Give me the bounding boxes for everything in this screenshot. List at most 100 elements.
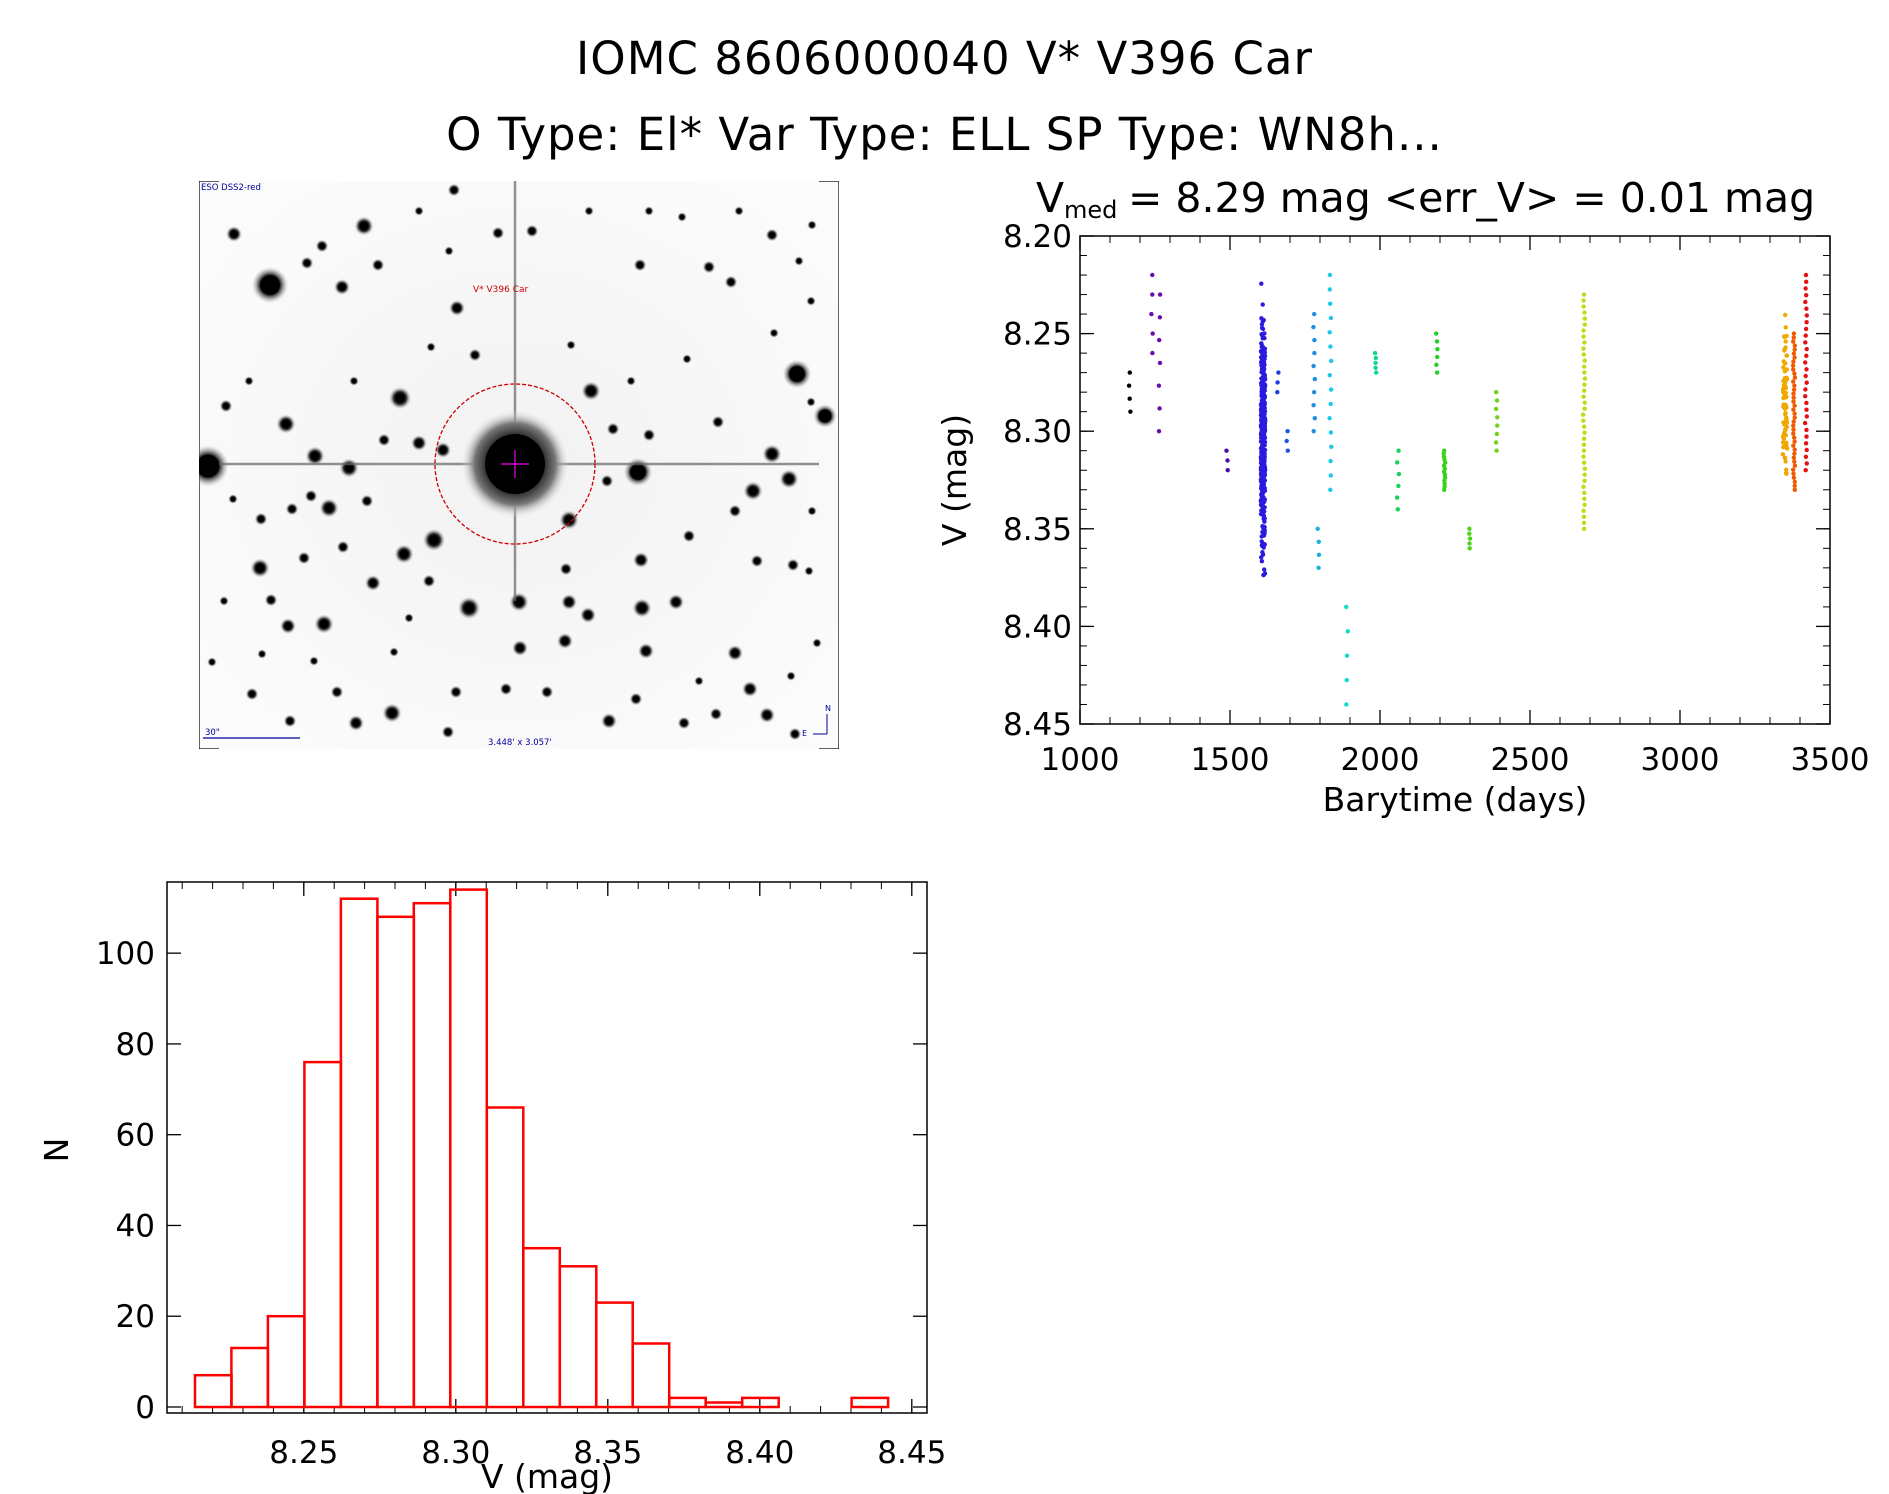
field-star-core (351, 378, 357, 384)
lc-point (1582, 496, 1587, 501)
lc-point (1783, 345, 1788, 350)
lc-title-prefix: V (1036, 174, 1064, 222)
lc-point (1791, 335, 1796, 340)
lc-point (1259, 499, 1264, 505)
hist-bar (850, 1396, 890, 1409)
lc-point (1791, 431, 1796, 436)
lc-point (1260, 428, 1265, 433)
lc-point (1262, 439, 1268, 445)
lc-point (1259, 382, 1265, 387)
lc-point (1316, 552, 1322, 557)
lc-point (1791, 427, 1796, 432)
field-star-core (584, 611, 592, 619)
field-star-core (310, 451, 320, 461)
lc-point (1312, 376, 1317, 382)
field-star-core (561, 637, 569, 645)
lc-point (1782, 369, 1787, 374)
lc-point (1150, 350, 1155, 356)
lc-point (1803, 454, 1809, 459)
field-star-core (565, 598, 573, 606)
lc-point (1442, 487, 1447, 492)
hist-y-tick-label: 40 (116, 1208, 155, 1244)
lc-point (1582, 340, 1587, 345)
lc-point (1804, 367, 1809, 372)
lc-point (1804, 293, 1809, 298)
light-curve-chart: V med = 8.29 mag <err_V> = 0.01 mag 8.20… (935, 174, 1870, 819)
lc-point (1582, 316, 1587, 321)
field-star-core (769, 232, 775, 238)
lc-point (1260, 504, 1265, 509)
lc-point (1783, 410, 1788, 416)
lc-point (1259, 559, 1265, 564)
field-star-core (796, 258, 802, 264)
lc-point (1581, 526, 1587, 531)
hist-bar (594, 1301, 634, 1409)
compass-east-label: E (802, 729, 807, 738)
lc-point (1373, 360, 1378, 366)
field-star-core (788, 673, 794, 679)
field-star-core (763, 711, 771, 719)
lc-point (1275, 390, 1280, 395)
lc-point (1792, 383, 1797, 388)
lc-point (1582, 382, 1587, 387)
lc-point (1792, 355, 1797, 360)
lc-point (1792, 435, 1797, 440)
lc-point (1435, 347, 1440, 352)
lc-point (1783, 470, 1789, 476)
lc-point (1791, 423, 1796, 428)
field-star-core (446, 248, 452, 254)
lc-point (1783, 441, 1788, 447)
lc-point (1258, 360, 1264, 365)
lc-y-tick-label: 8.30 (1003, 414, 1072, 450)
hist-bar (449, 888, 489, 1409)
lc-title-rest: = 8.29 mag <err_V> = 0.01 mag (1128, 174, 1815, 222)
lc-point (1262, 362, 1267, 367)
lc-point (1792, 447, 1797, 452)
lc-point (1434, 370, 1440, 375)
lc-point (1312, 337, 1317, 343)
lc-point (1328, 301, 1333, 306)
lc-point (1582, 430, 1587, 435)
lc-title-subscript: med (1064, 196, 1117, 224)
lc-point (1792, 483, 1797, 488)
lc-point (1157, 337, 1162, 343)
hist-bar (376, 915, 416, 1409)
lc-point (1581, 304, 1586, 309)
field-star-core (715, 419, 721, 425)
lc-point (1344, 677, 1349, 683)
field-star-core (767, 449, 777, 459)
field-star-core (230, 496, 236, 502)
field-star-core (754, 558, 760, 564)
field-star-core (260, 275, 280, 295)
field-star-core (809, 508, 815, 514)
field-star-core (381, 437, 387, 443)
lc-point (1803, 387, 1808, 392)
target-label: V* V396 Car (473, 285, 529, 295)
lc-point (1315, 526, 1320, 531)
field-star-core (503, 686, 509, 692)
field-star-core (637, 262, 643, 268)
lc-point (1259, 458, 1264, 464)
lc-point (1582, 466, 1587, 471)
lc-point (1467, 541, 1472, 546)
lc-point (1467, 526, 1472, 531)
lc-point (1791, 455, 1796, 460)
field-star-core (249, 691, 255, 697)
lc-y-tick-label: 8.40 (1003, 609, 1072, 645)
lc-point (1791, 399, 1796, 404)
lc-point (1784, 353, 1790, 358)
lc-x-axis-label: Barytime (days) (1323, 780, 1588, 819)
lc-point (1581, 298, 1586, 303)
lc-point (1495, 423, 1500, 428)
lc-x-tick-label: 1000 (1041, 742, 1120, 778)
field-star-core (375, 262, 381, 268)
field-star-core (696, 678, 702, 684)
field-star-core (686, 533, 692, 539)
lc-point (1582, 406, 1587, 411)
lc-point (1581, 442, 1587, 447)
field-stars (199, 183, 837, 741)
lc-point (1783, 312, 1788, 318)
lc-x-tick-label: 3500 (1791, 742, 1870, 778)
hist-y-tick-labels: 0 20 40 60 80 100 (96, 936, 155, 1426)
lc-point (1262, 519, 1267, 524)
